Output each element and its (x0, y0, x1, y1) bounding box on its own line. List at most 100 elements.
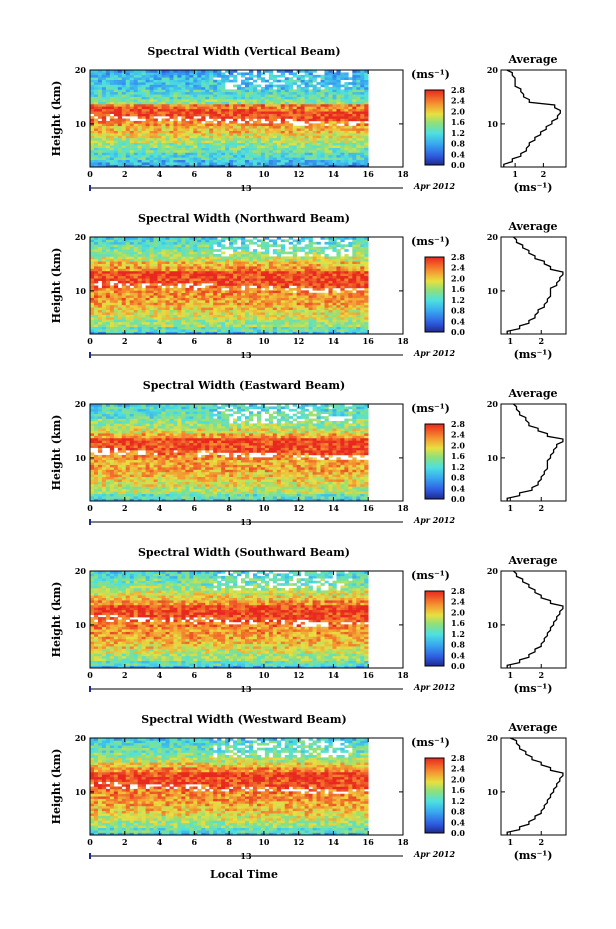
heatmap-cell (161, 152, 166, 156)
heatmap-cell (312, 312, 317, 315)
heatmap-cell (141, 74, 146, 78)
heatmap-cell (137, 249, 142, 252)
heatmap-cell (248, 106, 254, 110)
heatmap-cell (177, 297, 182, 301)
heatmap-cell (252, 261, 258, 264)
heatmap-cell (245, 96, 250, 100)
heatmap-cell (288, 70, 293, 73)
average-title: Average (507, 53, 557, 66)
heatmap-cell (300, 285, 305, 289)
heatmap-cell (149, 130, 154, 134)
heatmap-cell (157, 256, 162, 260)
heatmap-cell (141, 96, 146, 100)
heatmap-cell (205, 329, 210, 332)
heatmap-cell (352, 82, 357, 85)
heatmap-cell (356, 89, 361, 93)
heatmap-cell (121, 249, 127, 252)
heatmap-cell (264, 147, 270, 151)
heatmap-cell (177, 237, 182, 240)
heatmap-cell (221, 113, 226, 117)
heatmap-cell (324, 263, 329, 267)
heatmap-cell (264, 309, 270, 313)
heatmap-cell (292, 125, 297, 129)
heatmap-cell (260, 312, 266, 315)
heatmap-cell (117, 324, 123, 328)
heatmap-cell (129, 292, 135, 296)
heatmap-cell (181, 130, 186, 134)
heatmap-cell (252, 125, 258, 129)
heatmap-cell (177, 312, 182, 315)
heatmap-cell (121, 118, 127, 122)
heatmap-cell (109, 261, 115, 264)
heatmap-cell (101, 101, 107, 105)
heatmap-cell (141, 253, 146, 257)
heatmap-cell (300, 292, 305, 296)
heatmap-cell (137, 94, 142, 97)
heatmap-cell (97, 99, 103, 102)
heatmap-cell (248, 258, 254, 262)
heatmap-cell (324, 113, 329, 117)
heatmap-cell (90, 273, 95, 277)
heatmap-cell (237, 270, 242, 274)
heatmap-cell (137, 266, 142, 269)
heatmap-cell (252, 89, 258, 93)
heatmap-cell (280, 86, 286, 90)
heatmap-cell (197, 331, 202, 335)
heatmap-cell (101, 270, 107, 274)
heatmap-cell (304, 72, 309, 76)
heatmap-cell (105, 111, 111, 114)
heatmap-cell (149, 329, 154, 332)
heatmap-cell (213, 137, 218, 141)
heatmap-cell (288, 157, 293, 161)
heatmap-cell (161, 103, 166, 107)
heatmap-cell (276, 123, 282, 127)
heatmap-cell (145, 249, 150, 252)
heatmap-cell (300, 99, 305, 102)
heatmap-cell (93, 113, 99, 117)
heatmap-cell (217, 275, 222, 279)
heatmap-cell (101, 275, 107, 279)
heatmap-cell (272, 157, 278, 161)
heatmap-cell (300, 314, 305, 318)
heatmap-cell (268, 278, 274, 281)
heatmap-cell (264, 125, 270, 129)
heatmap-cell (225, 256, 230, 260)
heatmap-cell (101, 137, 107, 141)
heatmap-cell (229, 164, 234, 168)
heatmap-cell (165, 312, 170, 315)
heatmap-cell (288, 137, 293, 141)
heatmap-cell (300, 118, 305, 122)
heatmap-cell (217, 145, 222, 148)
heatmap-cell (360, 125, 365, 129)
heatmap-cell (288, 135, 293, 139)
heatmap-cell (105, 145, 111, 148)
heatmap-cell (169, 321, 174, 325)
heatmap-cell (284, 312, 290, 315)
heatmap-cell (129, 150, 135, 153)
heatmap-cell (252, 142, 258, 146)
heatmap-cell (209, 302, 214, 306)
heatmap-cell (157, 91, 162, 95)
heatmap-cell (177, 302, 182, 306)
heatmap-cell (185, 70, 190, 73)
heatmap-cell (101, 133, 107, 136)
heatmap-cell (304, 152, 309, 156)
heatmap-cell (221, 116, 226, 119)
heatmap-cell (272, 89, 278, 93)
heatmap-cell (248, 314, 254, 318)
heatmap-cell (97, 125, 103, 129)
heatmap-cell (157, 287, 162, 291)
heatmap-cell (256, 70, 262, 73)
heatmap-cell (193, 125, 198, 129)
heatmap-cell (93, 324, 99, 328)
heatmap-cell (276, 280, 282, 284)
heatmap-cell (125, 280, 131, 284)
heatmap-cell (97, 268, 103, 272)
heatmap-cell (165, 94, 170, 97)
heatmap-cell (157, 74, 162, 78)
heatmap-cell (300, 154, 305, 158)
heatmap-cell (260, 137, 266, 141)
heatmap-cell (97, 128, 103, 131)
heatmap-cell (161, 84, 166, 88)
heatmap-cell (137, 82, 142, 85)
